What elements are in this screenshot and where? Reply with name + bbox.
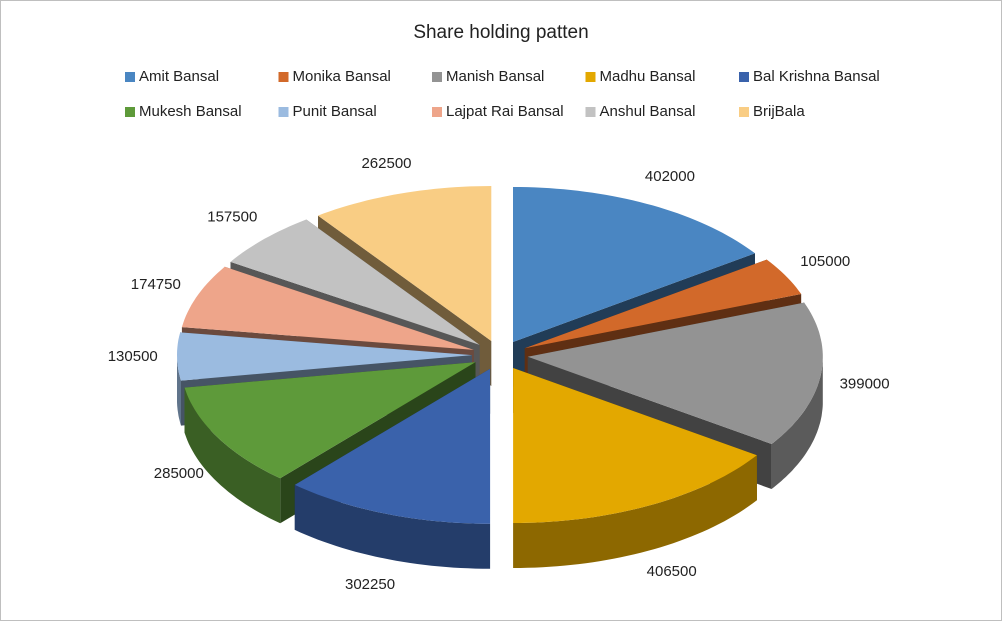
slice <box>513 368 757 568</box>
slice-top <box>513 187 755 342</box>
slice <box>294 368 491 569</box>
slice-top <box>513 368 757 523</box>
legend-label: Madhu Bansal <box>600 68 696 85</box>
data-label: 130500 <box>108 348 158 365</box>
legend-label: Bal Krishna Bansal <box>753 68 880 85</box>
legend-swatch <box>739 107 749 117</box>
data-label: 285000 <box>154 465 204 482</box>
slice-wall <box>771 356 823 489</box>
data-label: 262500 <box>361 155 411 172</box>
legend-label: Mukesh Bansal <box>139 103 242 120</box>
legend-swatch <box>432 72 442 82</box>
legend-label: Amit Bansal <box>139 68 219 85</box>
chart-title: Share holding patten <box>413 22 588 43</box>
slice-top <box>184 362 476 479</box>
slice-wall <box>513 455 757 568</box>
legend-swatch <box>125 72 135 82</box>
slice-wall <box>184 387 281 524</box>
slice-top <box>524 259 802 349</box>
data-label: 105000 <box>800 253 850 270</box>
slice-top <box>230 219 480 345</box>
data-label: 399000 <box>840 375 890 392</box>
slice-wall <box>177 355 181 426</box>
data-label: 302250 <box>345 576 395 593</box>
data-label: 402000 <box>645 168 695 185</box>
data-label: 157500 <box>207 209 257 226</box>
data-label: 174750 <box>131 276 181 293</box>
legend-label: Anshul Bansal <box>600 103 696 120</box>
legend-swatch <box>278 107 289 117</box>
legend-label: Manish Bansal <box>446 68 544 85</box>
legend-swatch <box>432 107 442 117</box>
data-label: 406500 <box>647 563 697 580</box>
legend-label: Monika Bansal <box>293 68 391 85</box>
legend-label: Lajpat Rai Bansal <box>446 103 564 120</box>
legend-label: Punit Bansal <box>293 103 377 120</box>
legend-swatch <box>585 72 596 82</box>
slice-top <box>181 266 474 350</box>
slice-top <box>177 332 472 381</box>
legend-label: BrijBala <box>753 103 805 120</box>
slice-top <box>318 186 492 341</box>
slice-top <box>527 302 823 444</box>
legend-swatch <box>739 72 749 82</box>
slice-wall <box>294 484 491 569</box>
slice-top <box>294 368 491 524</box>
legend-swatch <box>125 107 135 117</box>
legend-swatch <box>585 107 596 117</box>
legend-swatch <box>278 72 289 82</box>
